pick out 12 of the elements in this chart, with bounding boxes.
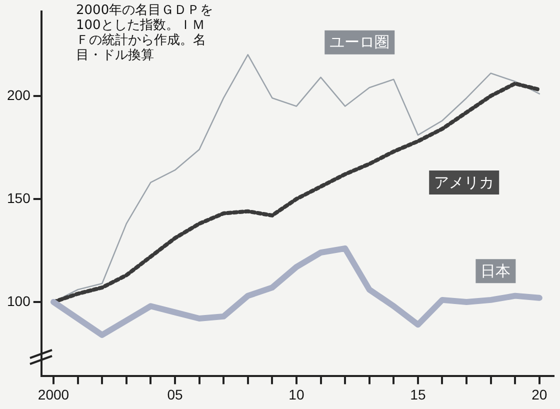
series-label: 日本 xyxy=(480,262,511,280)
x-tick-label: 05 xyxy=(167,386,183,402)
y-tick-label: 100 xyxy=(7,292,31,309)
x-tick-label: 15 xyxy=(410,386,426,402)
annotation: 2000年の名目ＧＤＰを100とした指数。ＩＭＦの統計から作成。名目・ドル換算 xyxy=(76,2,214,63)
series-label: ユーロ圏 xyxy=(330,33,390,52)
x-tick-label: 2000 xyxy=(38,386,70,402)
text: アメリカ xyxy=(434,173,494,192)
x-tick-label: 20 xyxy=(532,386,548,402)
y-tick-label: 150 xyxy=(7,190,31,206)
y-tick-label: 200 xyxy=(7,86,31,103)
x-tick-label: 10 xyxy=(288,386,304,402)
